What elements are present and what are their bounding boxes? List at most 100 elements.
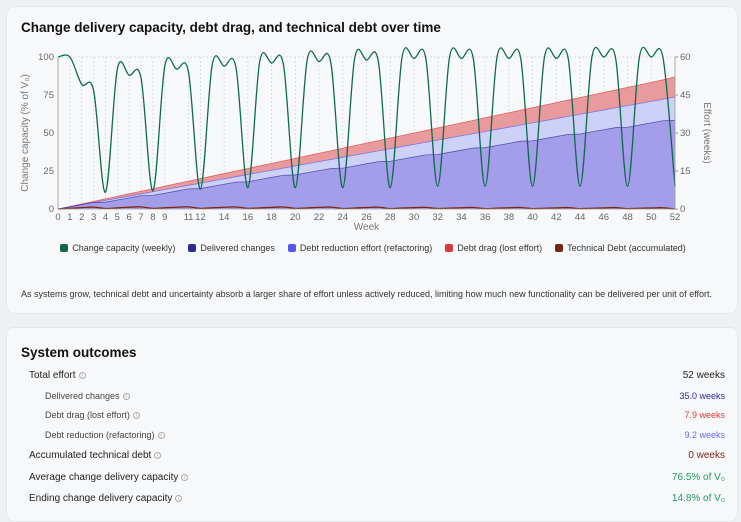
- chart-legend: Change capacity (weekly) Delivered change…: [7, 243, 739, 253]
- outcome-row: Delivered changes i 35.0 weeks: [7, 391, 739, 401]
- y-right-tick-label: 0: [680, 204, 685, 215]
- y-left-tick-label: 0: [49, 204, 54, 215]
- x-tick-label: 7: [138, 212, 143, 223]
- legend-item[interactable]: Technical Debt (accumulated): [555, 243, 686, 253]
- x-tick-label: 6: [127, 212, 132, 223]
- x-tick-label: 22: [314, 212, 325, 223]
- x-tick-label: 9: [162, 212, 167, 223]
- info-icon[interactable]: i: [157, 431, 165, 439]
- chart-title: Change delivery capacity, debt drag, and…: [21, 20, 441, 35]
- x-tick-label: 18: [266, 212, 277, 223]
- y-left-tick-label: 25: [43, 166, 54, 177]
- x-tick-label: 32: [432, 212, 443, 223]
- outcome-label: Ending change delivery capacity: [29, 493, 173, 504]
- outcome-value: 35.0 weeks: [679, 391, 725, 401]
- info-icon[interactable]: i: [175, 495, 183, 502]
- outcome-value: 7.9 weeks: [684, 410, 725, 420]
- outcome-label: Debt reduction (refactoring): [45, 430, 155, 440]
- info-icon[interactable]: i: [78, 372, 86, 379]
- line-debt-reduction-effort-refactoring-: [57, 96, 676, 210]
- line-delivered-changes: [57, 119, 676, 210]
- legend-label: Debt drag (lost effort): [457, 243, 543, 253]
- outcomes-title: System outcomes: [21, 345, 137, 360]
- x-tick-label: 24: [337, 212, 348, 223]
- outcome-label: Average change delivery capacity: [29, 472, 179, 483]
- x-tick-label: 3: [91, 212, 96, 223]
- y-right-tick-label: 15: [680, 166, 691, 177]
- x-tick-label: 38: [504, 212, 515, 223]
- chart: 0 1 2 3 4 5 6 7 8 9 11 12 14 16 18 20 22 24 26 28 30 32 34 36 38…: [20, 46, 712, 233]
- legend-label: Delivered changes: [200, 243, 275, 253]
- x-tick-label: 28: [385, 212, 396, 223]
- info-icon[interactable]: i: [154, 452, 162, 459]
- info-icon[interactable]: i: [181, 474, 189, 481]
- y-left-tick-label: 75: [43, 90, 54, 101]
- x-tick-label: 14: [219, 212, 230, 223]
- outcome-row: Debt drag (lost effort) i 7.9 weeks: [7, 410, 739, 420]
- y-axis-left-label: Change capacity (% of V₀): [20, 74, 31, 192]
- legend-label: Technical Debt (accumulated): [567, 243, 686, 253]
- outcome-row: Ending change delivery capacity i 14.8% of…: [7, 493, 739, 504]
- x-tick-label: 34: [456, 212, 467, 223]
- y-right-tick-label: 30: [680, 128, 691, 139]
- x-tick-label: 26: [361, 212, 372, 223]
- x-tick-label: 40: [527, 212, 538, 223]
- x-tick-label: 36: [480, 212, 491, 223]
- outcome-label: Delivered changes: [45, 391, 120, 401]
- x-tick-label: 0: [55, 212, 60, 223]
- outcome-value: 9.2 weeks: [684, 430, 725, 440]
- x-tick-label: 12: [195, 212, 206, 223]
- outcome-value: 14.8% of V₀: [671, 493, 725, 504]
- outcome-label: Accumulated technical debt: [29, 450, 152, 461]
- legend-swatch: [445, 244, 454, 252]
- x-tick-label: 2: [79, 212, 84, 223]
- x-tick-label: 46: [599, 212, 610, 223]
- y-right-tick-label: 45: [680, 90, 691, 101]
- outcome-label: Debt drag (lost effort): [45, 410, 130, 420]
- x-tick-label: 11: [184, 212, 194, 223]
- x-tick-label: 42: [551, 212, 562, 223]
- line-change-capacity: [57, 46, 676, 193]
- system-outcomes-card: System outcomes Total effort i 52 weeks Del…: [6, 327, 738, 522]
- outcome-row: Accumulated technical debt i 0 weeks: [7, 450, 739, 461]
- outcome-row: Debt reduction (refactoring) i 9.2 weeks: [7, 430, 739, 440]
- outcome-row: Total effort i 52 weeks: [7, 370, 739, 381]
- legend-swatch: [287, 244, 296, 252]
- x-tick-label: 20: [290, 212, 301, 223]
- x-tick-label: 48: [622, 212, 633, 223]
- x-tick-label: 16: [243, 212, 254, 223]
- x-tick-label: 8: [150, 212, 155, 223]
- y-left-tick-label: 100: [38, 52, 54, 63]
- legend-item[interactable]: Debt reduction effort (refactoring): [287, 243, 433, 253]
- y-left-tick-label: 50: [43, 128, 54, 139]
- legend-label: Change capacity (weekly): [72, 243, 176, 253]
- outcome-value: 52 weeks: [682, 370, 725, 381]
- legend-swatch: [60, 244, 69, 252]
- legend-label: Debt reduction effort (refactoring): [299, 243, 433, 253]
- info-icon[interactable]: i: [122, 392, 130, 400]
- x-tick-label: 1: [67, 212, 72, 223]
- info-icon[interactable]: i: [132, 411, 140, 419]
- outcome-value: 0 weeks: [688, 450, 725, 461]
- x-axis-label: Week: [354, 222, 380, 233]
- legend-swatch: [188, 244, 197, 252]
- outcome-label: Total effort: [29, 370, 76, 381]
- x-tick-label: 4: [103, 212, 108, 223]
- outcome-row: Average change delivery capacity i 76.5% o…: [7, 472, 739, 483]
- line-technical-debt: [57, 206, 676, 210]
- legend-swatch: [555, 244, 564, 252]
- legend-item[interactable]: Debt drag (lost effort): [445, 243, 542, 253]
- x-tick-label: 44: [575, 212, 586, 223]
- area-delivered-changes: [58, 120, 675, 209]
- x-tick-label: 5: [115, 212, 120, 223]
- chart-card: Change delivery capacity, debt drag, and…: [6, 6, 738, 314]
- outcome-value: 76.5% of V₀: [671, 472, 725, 483]
- x-tick-label: 52: [670, 212, 681, 223]
- y-right-tick-label: 60: [680, 52, 691, 63]
- y-axis-right-label: Effort (weeks): [701, 102, 712, 164]
- legend-item[interactable]: Change capacity (weekly): [60, 243, 175, 253]
- x-tick-label: 50: [646, 212, 657, 223]
- chart-description: As systems grow, technical debt and unce…: [21, 289, 713, 299]
- x-tick-label: 30: [409, 212, 420, 223]
- legend-item[interactable]: Delivered changes: [188, 243, 275, 253]
